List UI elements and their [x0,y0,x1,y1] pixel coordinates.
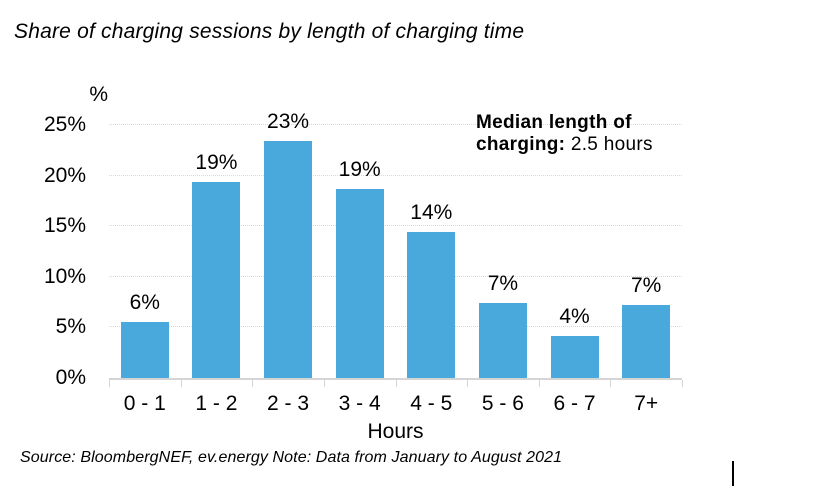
x-axis-tick [395,380,397,387]
chart-title: Share of charging sessions by length of … [14,20,525,43]
x-axis-tick [109,380,110,387]
bar-1-2 [192,181,241,378]
x-tick-label: 3 - 4 [338,392,381,415]
bar-value-label: 7% [631,274,662,298]
x-axis-tick [610,380,612,387]
y-tick-label: 15% [43,214,86,238]
text-cursor [732,461,734,486]
x-axis-tick [180,380,182,387]
x-axis-tick [252,380,254,387]
plot-area: 6% 0 - 1 19% 1 - 2 23% 2 - 3 19% 3 - 4 14% 4 - 5 7… [109,100,683,415]
x-axis-tick [538,380,540,387]
bar-value-label: 7% [487,272,519,296]
median-annotation: Median length of charging: 2.5 hours [476,112,653,156]
bar-6-7 [550,335,599,378]
x-axis-tick [467,380,469,387]
x-tick-label: 5 - 6 [481,392,524,415]
bar-value-label: 4% [559,304,590,328]
bar-3-4 [335,188,384,378]
bar-value-label: 19% [338,157,381,181]
x-axis-title: Hours [367,420,424,443]
gridline-15pct [109,225,682,227]
gridline-5pct [109,326,682,328]
y-axis-unit-label: % [89,83,108,106]
x-axis-tick [682,380,683,387]
bar-4-5 [407,232,456,378]
y-tick-label: 5% [55,315,86,339]
x-tick-label: 1 - 2 [195,392,238,415]
bar-value-label: 6% [129,291,160,315]
bar-7+ [622,305,671,378]
y-tick-label: 25% [43,113,86,136]
x-tick-label: 2 - 3 [267,392,310,415]
source-note: Source: BloombergNEF, ev.energy Note: Da… [20,449,563,466]
x-tick-label: 7+ [634,392,659,415]
x-tick-label: 6 - 7 [553,392,596,415]
annotation-value: 2.5 hours [565,134,653,155]
gridline-25pct [109,124,682,125]
x-tick-label: 4 - 5 [410,392,453,415]
annotation-bold-line2: charging: [476,134,566,155]
annotation-bold-line1: Median length of [476,112,632,133]
bar-0-1 [120,322,169,378]
bar-value-label: 14% [410,201,453,225]
x-axis-tick [323,380,325,387]
gridline-20pct [109,174,682,176]
x-tick-label: 0 - 1 [123,392,166,415]
y-tick-label: 10% [43,264,86,288]
bar-value-label: 23% [267,110,310,134]
bar-5-6 [478,303,527,378]
gridline-10pct [109,275,682,277]
y-tick-label: 0% [55,366,86,389]
y-tick-label: 20% [43,163,86,187]
bar-2-3 [264,141,313,378]
bar-value-label: 19% [195,150,238,174]
